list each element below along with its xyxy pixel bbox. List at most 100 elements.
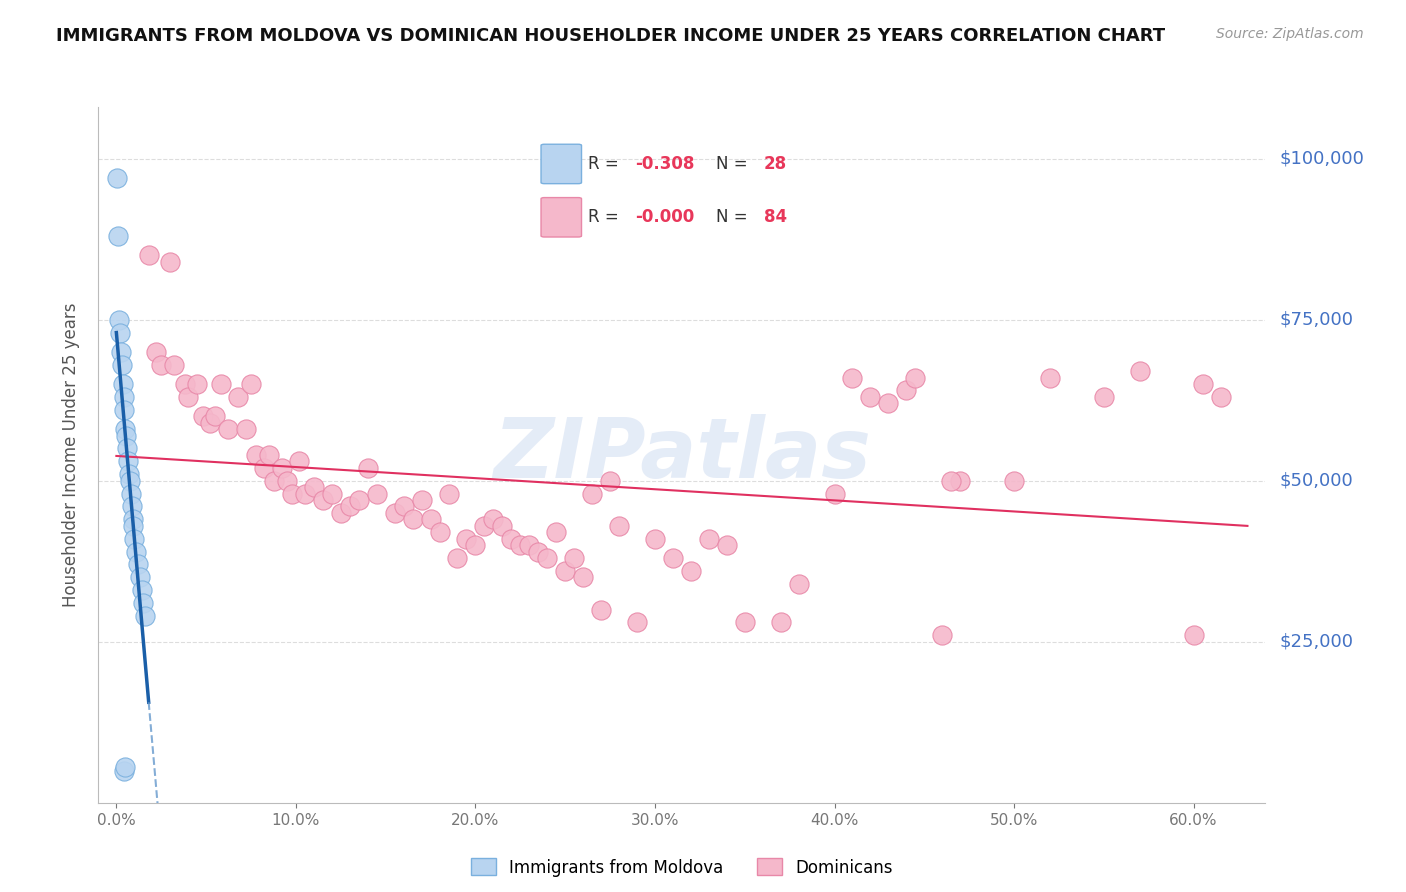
Point — [644, 532, 666, 546]
Text: IMMIGRANTS FROM MOLDOVA VS DOMINICAN HOUSEHOLDER INCOME UNDER 25 YEARS CORRELATI: IMMIGRANTS FROM MOLDOVA VS DOMINICAN HOU… — [56, 27, 1166, 45]
Point — [474, 518, 496, 533]
Point — [132, 596, 155, 610]
Point — [294, 486, 316, 500]
Point — [357, 460, 380, 475]
Point — [112, 390, 135, 404]
Point — [581, 486, 603, 500]
Point — [904, 370, 927, 384]
Point — [263, 474, 285, 488]
Point — [114, 402, 136, 417]
Text: $50,000: $50,000 — [1279, 472, 1353, 490]
Point — [859, 390, 882, 404]
Point — [125, 544, 148, 558]
Text: R =: R = — [588, 209, 624, 227]
Point — [134, 609, 156, 624]
Point — [662, 551, 685, 566]
Point — [122, 518, 145, 533]
Point — [517, 538, 540, 552]
Point — [276, 474, 298, 488]
Text: $25,000: $25,000 — [1279, 632, 1354, 651]
Text: $75,000: $75,000 — [1279, 310, 1354, 328]
Point — [446, 551, 468, 566]
Point — [896, 384, 918, 398]
Point — [841, 370, 863, 384]
Point — [1002, 474, 1025, 488]
Point — [204, 409, 226, 424]
Point — [312, 493, 335, 508]
Point — [138, 248, 160, 262]
Point — [159, 254, 181, 268]
FancyBboxPatch shape — [541, 198, 582, 237]
Point — [117, 454, 139, 468]
Point — [491, 518, 513, 533]
Point — [257, 448, 280, 462]
Text: Source: ZipAtlas.com: Source: ZipAtlas.com — [1216, 27, 1364, 41]
Point — [150, 358, 173, 372]
Point — [824, 486, 846, 500]
Point — [270, 460, 292, 475]
Point — [437, 486, 460, 500]
Point — [509, 538, 531, 552]
Point — [1182, 628, 1205, 642]
Y-axis label: Householder Income Under 25 years: Householder Income Under 25 years — [62, 302, 80, 607]
Point — [679, 564, 702, 578]
Point — [384, 506, 406, 520]
Point — [114, 760, 136, 774]
Point — [411, 493, 433, 508]
Point — [281, 486, 304, 500]
Point — [572, 570, 595, 584]
Text: R =: R = — [588, 155, 624, 173]
Point — [392, 500, 415, 514]
Point — [599, 474, 621, 488]
Point — [121, 500, 143, 514]
Point — [366, 486, 388, 500]
Point — [527, 544, 550, 558]
Text: N =: N = — [717, 209, 754, 227]
FancyBboxPatch shape — [541, 145, 582, 184]
Point — [1209, 390, 1232, 404]
Point — [626, 615, 648, 630]
Point — [127, 558, 149, 572]
Point — [105, 170, 128, 185]
Point — [115, 428, 138, 442]
Point — [949, 474, 972, 488]
Point — [429, 525, 451, 540]
Point — [607, 518, 630, 533]
Point — [198, 416, 221, 430]
Point — [302, 480, 325, 494]
Point — [562, 551, 585, 566]
Point — [217, 422, 239, 436]
Point — [110, 344, 132, 359]
Point — [177, 390, 200, 404]
Point — [228, 390, 250, 404]
Point — [108, 312, 131, 326]
Point — [114, 422, 136, 436]
Point — [124, 532, 146, 546]
Point — [697, 532, 720, 546]
Text: 84: 84 — [763, 209, 787, 227]
Legend: Immigrants from Moldova, Dominicans: Immigrants from Moldova, Dominicans — [463, 850, 901, 885]
Point — [118, 467, 141, 482]
Point — [787, 576, 810, 591]
Point — [329, 506, 352, 520]
Text: $100,000: $100,000 — [1279, 150, 1364, 168]
Point — [1129, 364, 1152, 378]
Point — [554, 564, 576, 578]
Point — [111, 358, 134, 372]
Point — [1191, 377, 1213, 392]
Point — [107, 228, 129, 243]
Point — [121, 512, 143, 526]
Text: N =: N = — [717, 155, 754, 173]
Point — [591, 602, 613, 616]
Point — [163, 358, 186, 372]
Point — [734, 615, 756, 630]
Point — [456, 532, 478, 546]
Point — [131, 583, 153, 598]
Point — [252, 460, 274, 475]
Point — [347, 493, 370, 508]
Point — [114, 764, 136, 778]
Point — [321, 486, 343, 500]
Point — [1092, 390, 1115, 404]
Point — [931, 628, 953, 642]
Point — [339, 500, 361, 514]
